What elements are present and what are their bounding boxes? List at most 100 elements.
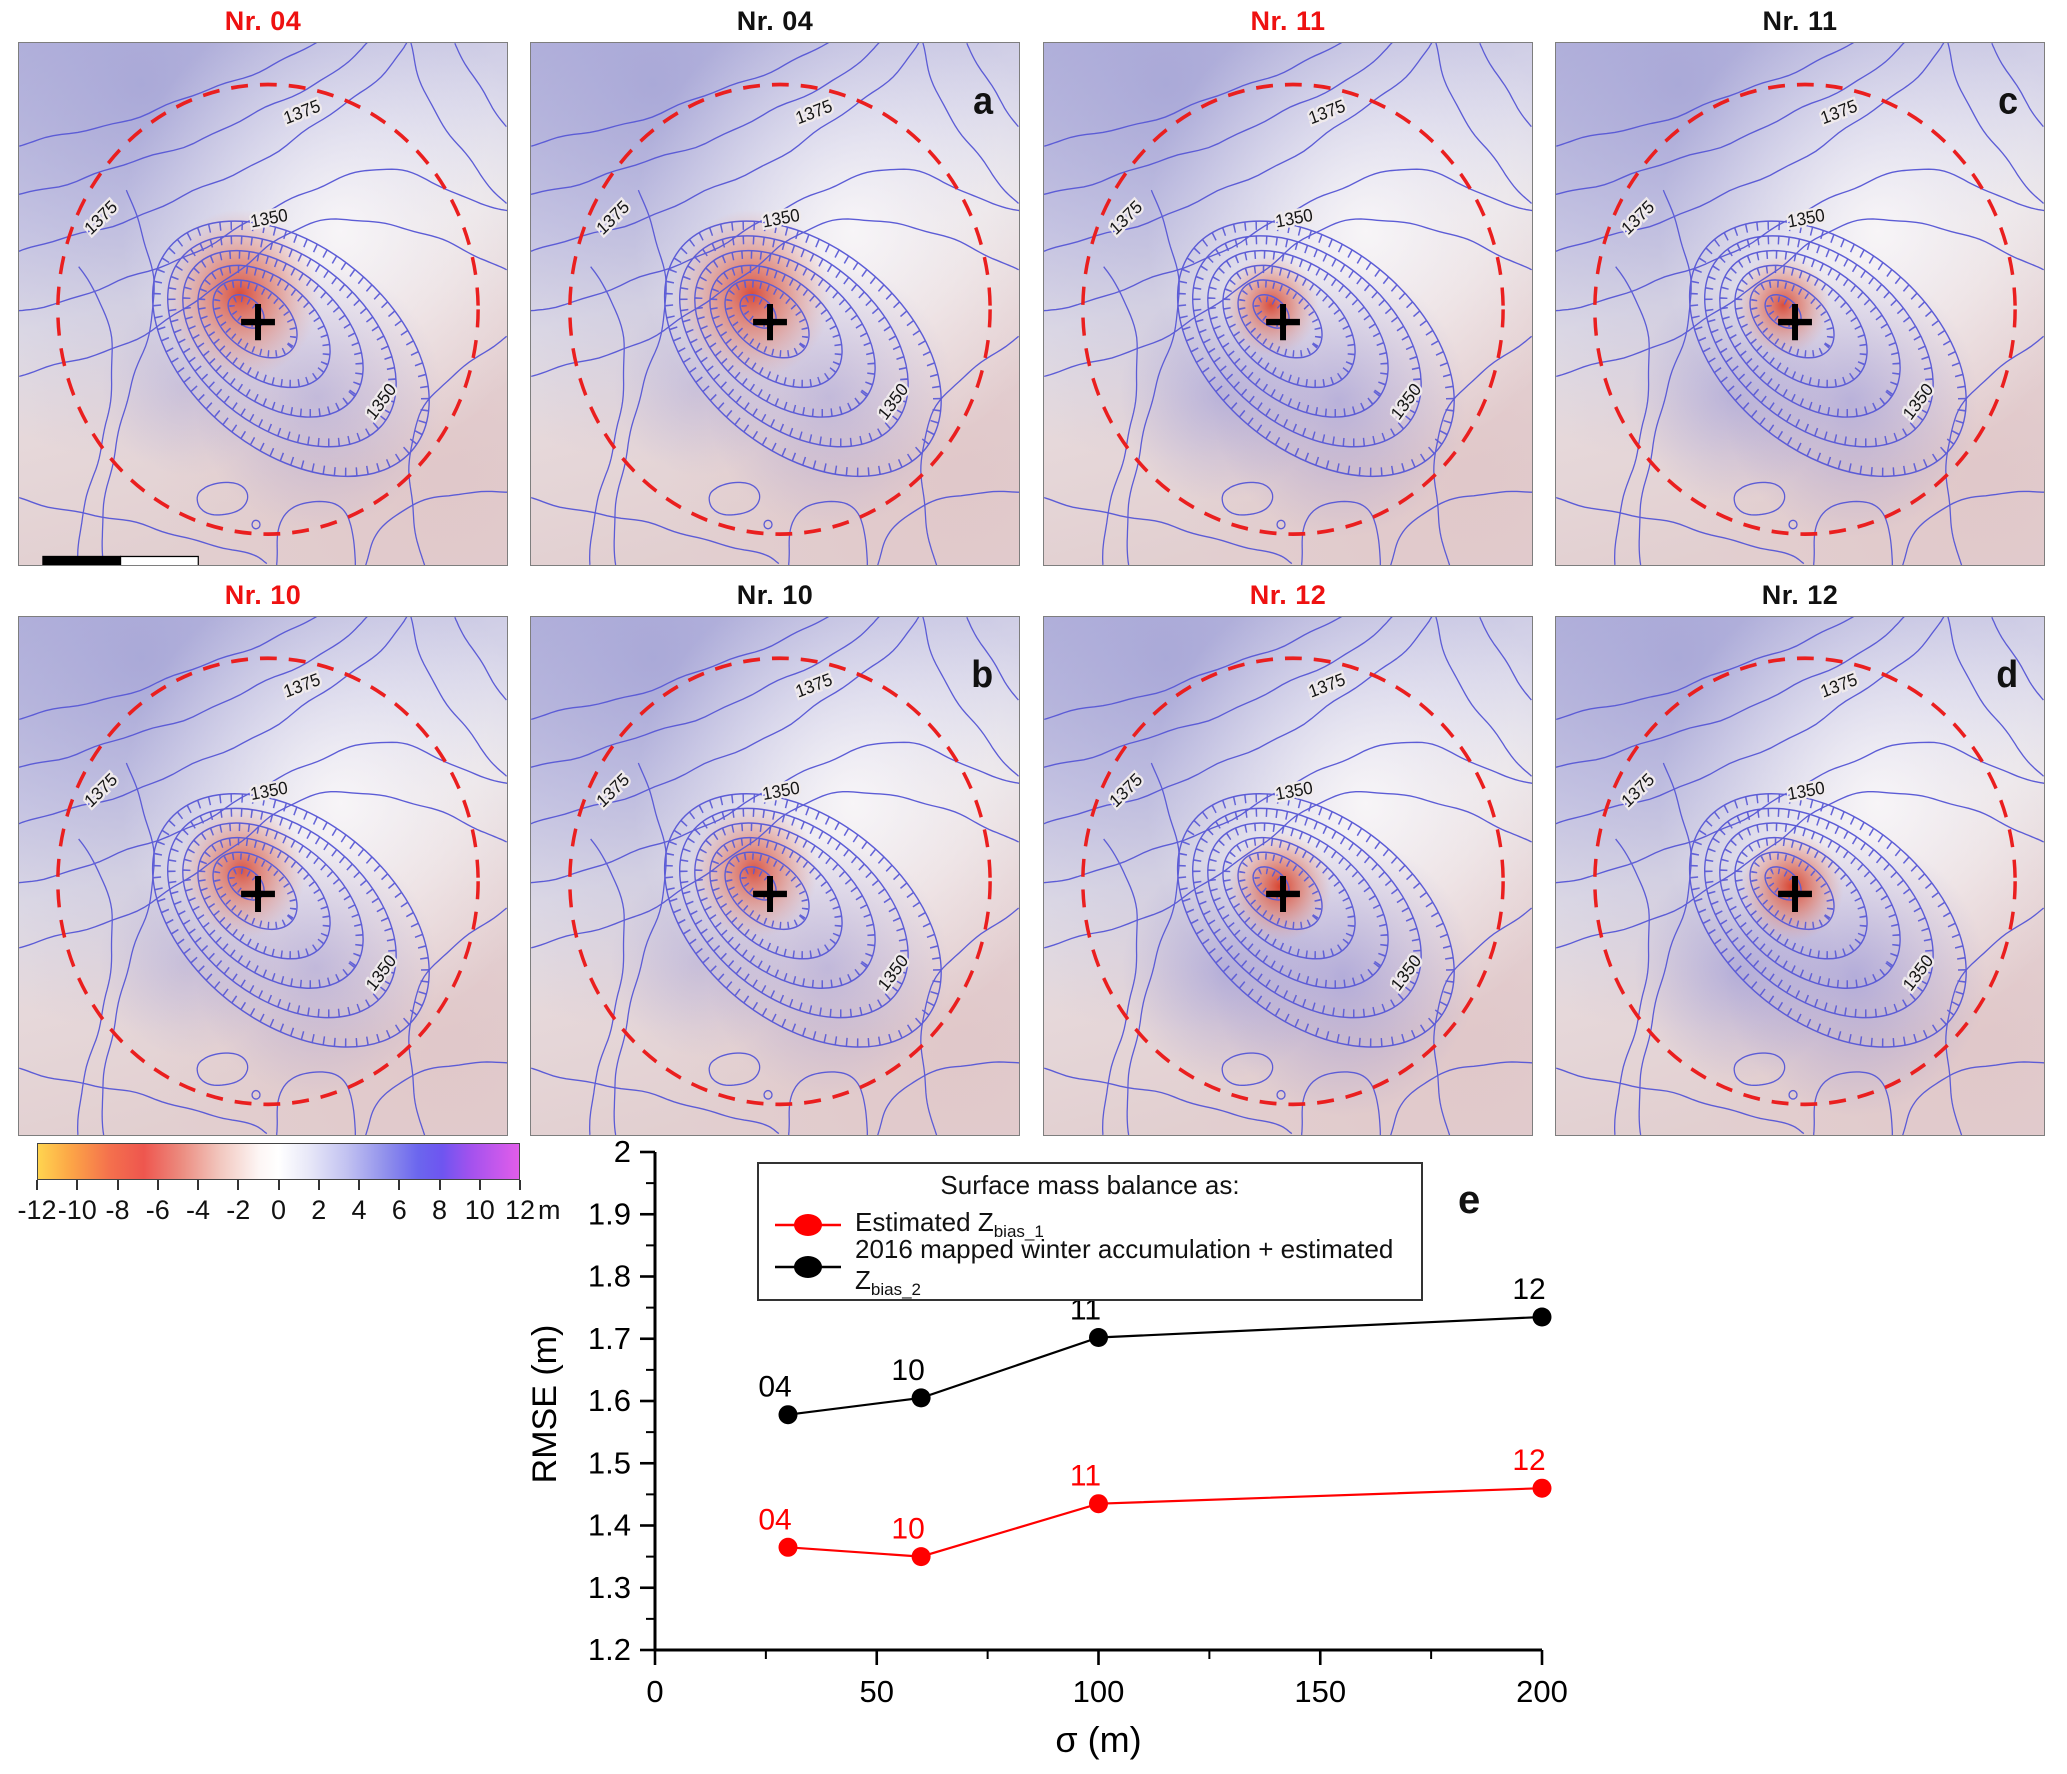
contour-map: 1375 1375 1350 1350 d bbox=[1555, 616, 2045, 1136]
y-tick-label: 1.4 bbox=[588, 1508, 631, 1543]
data-point-label: 04 bbox=[758, 1371, 791, 1404]
panel-letter: d bbox=[1996, 653, 2018, 695]
series-estimated: 04 10 11 12 bbox=[758, 1444, 1552, 1567]
colorbar-tick bbox=[156, 1180, 159, 1190]
panel-title: Nr. 10 bbox=[736, 580, 814, 610]
scale-bar: 00.250.5km bbox=[42, 555, 199, 565]
x-axis-title: σ (m) bbox=[1055, 1719, 1141, 1760]
colorbar-tick-label: 2 bbox=[311, 1195, 327, 1225]
center-cross-marker bbox=[241, 303, 275, 341]
panel-letter: a bbox=[973, 78, 993, 121]
y-tick-label: 1.6 bbox=[588, 1383, 631, 1418]
colorbar-tick-label: -10 bbox=[57, 1195, 97, 1225]
panel-letter-e: e bbox=[1458, 1178, 1481, 1222]
contour-map: 137513751350135000.250.5km bbox=[18, 42, 508, 566]
panel-title: Nr. 11 bbox=[1250, 6, 1326, 36]
data-point bbox=[911, 1388, 931, 1408]
data-point bbox=[778, 1537, 798, 1557]
colorbar-tick-label: 12 bbox=[504, 1195, 536, 1225]
ablation-anomaly-red bbox=[1735, 253, 1831, 357]
y-tick-label: 1.5 bbox=[588, 1445, 631, 1480]
contour-map: 1375 1375 1350 1350 b bbox=[530, 616, 1020, 1136]
legend-item-label: 2016 mapped winter accumulation + estima… bbox=[855, 1233, 1394, 1300]
x-tick-label: 150 bbox=[1294, 1674, 1346, 1709]
colorbar-tick bbox=[277, 1180, 280, 1190]
x-tick-label: 0 bbox=[646, 1674, 663, 1709]
y-tick-label: 1.7 bbox=[588, 1321, 631, 1356]
red-line-dot-icon bbox=[775, 1214, 841, 1236]
y-tick-label: 1.8 bbox=[588, 1259, 631, 1294]
colorbar-tick bbox=[36, 1180, 38, 1190]
panel-letter: b bbox=[971, 653, 993, 695]
colorbar-tick-label: 0 bbox=[270, 1195, 287, 1225]
center-cross-marker bbox=[753, 876, 787, 912]
panel-title: Nr. 04 bbox=[224, 6, 302, 36]
data-point-label: 12 bbox=[1512, 1444, 1545, 1477]
data-point bbox=[1532, 1478, 1552, 1498]
legend-item-label: Estimated Zbias_1 bbox=[855, 1207, 1044, 1242]
data-point bbox=[1089, 1494, 1108, 1514]
colorbar-tick-label: 6 bbox=[391, 1195, 407, 1225]
center-cross-marker bbox=[1778, 876, 1812, 912]
colorbar-tick bbox=[358, 1180, 360, 1190]
y-axis-title: RMSE (m) bbox=[526, 1325, 564, 1484]
colorbar-tick bbox=[398, 1180, 401, 1190]
data-point-label: 10 bbox=[891, 1354, 924, 1387]
contour-map: 1375 1375 1350 1350 bbox=[1043, 42, 1533, 566]
center-cross-marker bbox=[1778, 303, 1812, 341]
colorbar-tick bbox=[317, 1180, 320, 1190]
panel-title: Nr. 12 bbox=[1249, 580, 1327, 610]
panel-title: Nr. 04 bbox=[736, 6, 814, 36]
legend-item-mapped: 2016 mapped winter accumulation + estima… bbox=[773, 1234, 1421, 1299]
y-tick-label: 1.2 bbox=[588, 1632, 631, 1667]
colorbar-tick bbox=[478, 1180, 481, 1190]
elevation-contours bbox=[1044, 617, 1532, 1135]
rmse-chart: 2 1.9 1.8 1.7 1.6 1.5 1.4 1.3 1.2 0 50 100 150 200 RMS… bbox=[526, 1134, 1568, 1760]
data-point-label: 04 bbox=[758, 1503, 791, 1536]
y-tick-label: 1.9 bbox=[588, 1196, 631, 1231]
chart-legend: Surface mass balance as: Estimated Zbias… bbox=[757, 1162, 1423, 1301]
data-point-label: 10 bbox=[891, 1513, 924, 1546]
data-point bbox=[911, 1547, 931, 1567]
colorbar-tick bbox=[438, 1180, 441, 1190]
center-cross-marker bbox=[1266, 303, 1300, 341]
center-cross-marker bbox=[1266, 876, 1300, 912]
colorbar-tick-label: 4 bbox=[351, 1195, 367, 1225]
colorbar-tick-label: -8 bbox=[105, 1195, 130, 1225]
survey-radius-circle bbox=[568, 82, 992, 536]
panel-title: Nr. 12 bbox=[1761, 580, 1839, 610]
y-tick-label: 2 bbox=[614, 1134, 631, 1169]
colorbar-tick-label: -2 bbox=[226, 1195, 251, 1225]
colorbar-tick bbox=[519, 1180, 521, 1190]
data-point bbox=[1089, 1328, 1108, 1347]
center-cross-marker bbox=[753, 303, 787, 341]
colorbar-gradient bbox=[37, 1143, 520, 1180]
contour-map: 1375 1375 1350 1350 bbox=[18, 616, 508, 1136]
elevation-contours bbox=[19, 43, 507, 565]
data-point bbox=[778, 1405, 798, 1425]
y-tick-label: 1.3 bbox=[588, 1570, 631, 1605]
legend-title: Surface mass balance as: bbox=[940, 1170, 1240, 1200]
elevation-contours bbox=[531, 43, 1019, 565]
colorbar-tick-label: 8 bbox=[431, 1195, 448, 1225]
chart-axes: 2 1.9 1.8 1.7 1.6 1.5 1.4 1.3 1.2 0 50 100 150 200 bbox=[588, 1134, 1568, 1709]
x-tick-label: 50 bbox=[860, 1674, 894, 1709]
elevation-contours bbox=[1556, 43, 2044, 565]
ablation-anomaly-red bbox=[1223, 253, 1319, 357]
colorbar: -12 -10 -8 -6 -4 -2 0 2 4 6 8 10 12 m bbox=[0, 1143, 620, 1253]
survey-radius-circle bbox=[56, 82, 480, 536]
colorbar-tick bbox=[197, 1180, 199, 1190]
colorbar-unit: m bbox=[538, 1195, 561, 1225]
survey-radius-circle bbox=[1081, 82, 1505, 536]
colorbar-tick-label: -4 bbox=[185, 1195, 210, 1225]
contour-map: 1375 1375 1350 1350 bbox=[1043, 616, 1533, 1136]
survey-radius-circle bbox=[1593, 82, 2017, 536]
black-line-dot-icon bbox=[775, 1256, 841, 1278]
